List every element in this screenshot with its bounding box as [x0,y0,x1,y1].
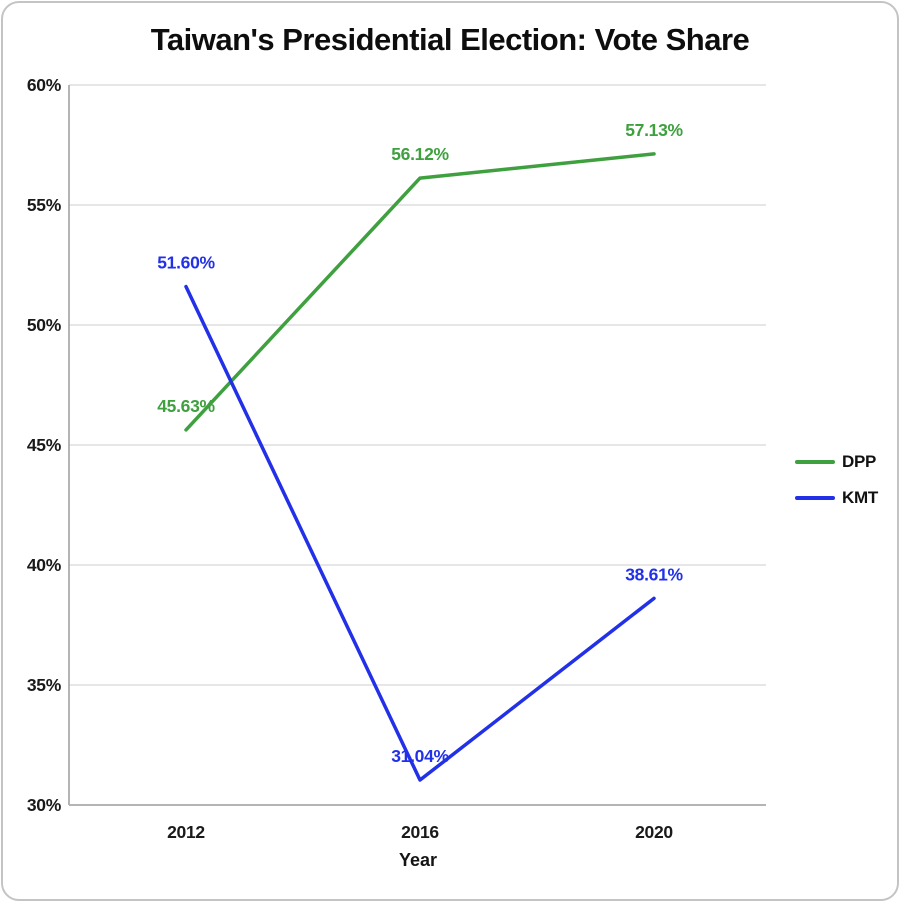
x-tick-label-2012: 2012 [167,822,205,842]
data-labels-layer: 45.63% 56.12% 57.13% 51.60% 31.04% 38.61% [157,120,684,766]
data-label-kmt-2012: 51.60% [157,253,215,273]
legend-label-kmt: KMT [842,488,878,507]
legend: DPP KMT [795,444,878,516]
axis-ticks-layer: 30% 35% 40% 45% 50% 55% 60% 2012 2016 2020 [27,75,674,842]
y-tick-label-60%: 60% [27,75,62,95]
data-label-kmt-2020: 38.61% [625,564,683,584]
x-tick-label-2016: 2016 [401,822,439,842]
y-tick-label-55%: 55% [27,195,62,215]
legend-item-kmt: KMT [795,480,878,516]
legend-line-kmt-icon [795,496,835,500]
legend-item-dpp: DPP [795,444,878,480]
y-tick-label-35%: 35% [27,675,62,695]
data-label-dpp-2020: 57.13% [625,120,683,140]
y-tick-label-40%: 40% [27,555,62,575]
legend-label-dpp: DPP [842,452,877,471]
y-tick-label-30%: 30% [27,795,62,815]
x-tick-label-2020: 2020 [635,822,673,842]
axis-spines-layer [68,85,766,806]
chart-title: Taiwan's Presidential Election: Vote Sha… [150,22,750,57]
data-label-kmt-2016: 31.04% [391,746,449,766]
series-line-kmt [184,284,656,782]
series-lines-layer [184,152,656,782]
legend-line-dpp-icon [795,460,835,464]
y-tick-label-50%: 50% [27,315,62,335]
gridlines-layer [69,84,766,806]
x-axis-title: Year [399,850,437,870]
data-label-dpp-2016: 56.12% [391,144,449,164]
y-tick-label-45%: 45% [27,435,62,455]
data-label-dpp-2012: 45.63% [157,396,215,416]
series-line-dpp [184,152,656,432]
